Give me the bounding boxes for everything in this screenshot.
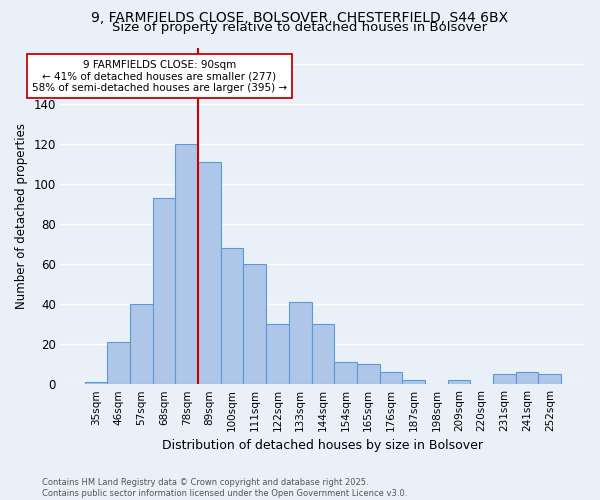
Bar — [380, 372, 403, 384]
Bar — [311, 324, 334, 384]
Bar — [175, 144, 198, 384]
Bar — [85, 382, 107, 384]
Text: 9 FARMFIELDS CLOSE: 90sqm
← 41% of detached houses are smaller (277)
58% of semi: 9 FARMFIELDS CLOSE: 90sqm ← 41% of detac… — [32, 60, 287, 92]
Y-axis label: Number of detached properties: Number of detached properties — [15, 123, 28, 309]
Bar — [289, 302, 311, 384]
Bar — [448, 380, 470, 384]
Bar — [244, 264, 266, 384]
Bar — [107, 342, 130, 384]
Bar — [538, 374, 561, 384]
Bar — [403, 380, 425, 384]
Bar — [152, 198, 175, 384]
Bar — [198, 162, 221, 384]
Bar — [493, 374, 516, 384]
Bar — [516, 372, 538, 384]
Bar — [357, 364, 380, 384]
Bar — [266, 324, 289, 384]
Text: 9, FARMFIELDS CLOSE, BOLSOVER, CHESTERFIELD, S44 6BX: 9, FARMFIELDS CLOSE, BOLSOVER, CHESTERFI… — [91, 11, 509, 25]
Text: Contains HM Land Registry data © Crown copyright and database right 2025.
Contai: Contains HM Land Registry data © Crown c… — [42, 478, 407, 498]
Bar — [221, 248, 244, 384]
Text: Size of property relative to detached houses in Bolsover: Size of property relative to detached ho… — [112, 22, 488, 35]
Bar — [130, 304, 152, 384]
Bar — [334, 362, 357, 384]
X-axis label: Distribution of detached houses by size in Bolsover: Distribution of detached houses by size … — [163, 440, 484, 452]
